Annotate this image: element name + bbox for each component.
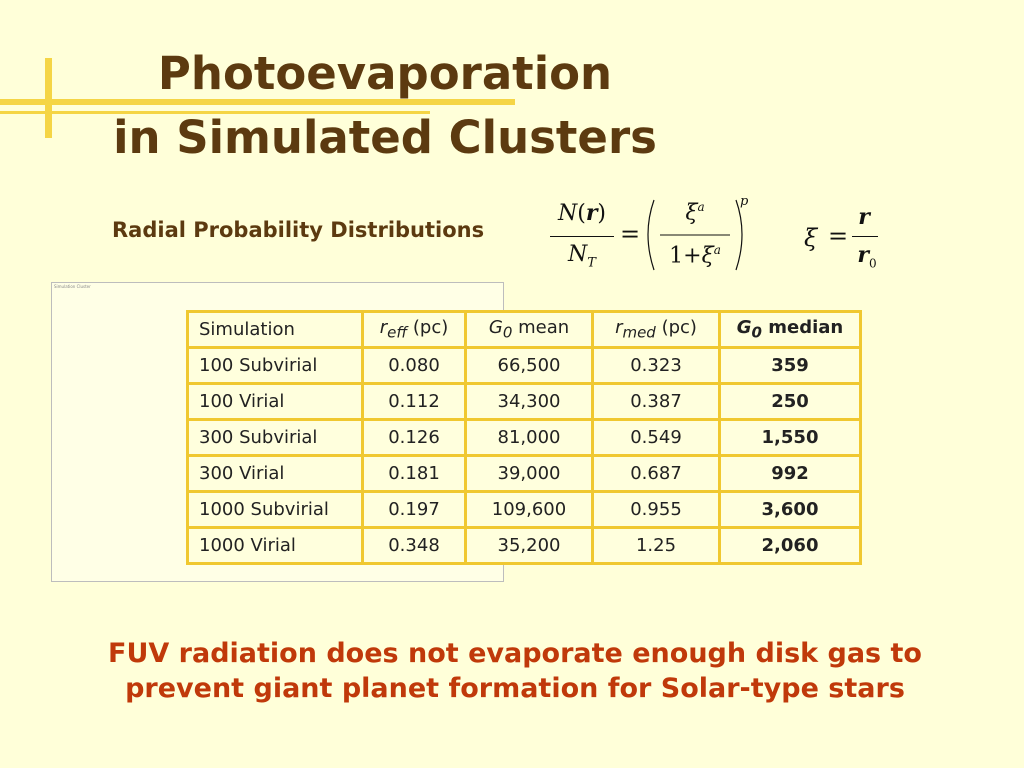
cell-r-eff: 0.112 [361,382,467,421]
cell-g0-median: 250 [718,382,862,421]
equation-lhs-denominator: NT [556,242,608,270]
cell-g0-mean: 109,600 [464,490,594,529]
table-row: 300 Subvirial 0.126 81,000 0.549 1,550 [186,418,862,457]
conclusion-text: FUV radiation does not evaporate enough … [80,636,950,706]
eq2-equals: = [828,222,849,250]
cell-r-eff: 0.080 [361,346,467,385]
header-g0-mean-sub: 0 [502,323,513,342]
table-row: 1000 Virial 0.348 35,200 1.25 2,060 [186,526,862,565]
cell-r-eff: 0.126 [361,418,467,457]
eq2-r0: r [857,242,869,268]
eq2-fraction-bar [852,236,878,237]
cell-g0-mean: 39,000 [464,454,594,493]
cell-r-eff: 0.181 [361,454,467,493]
table-row: 300 Virial 0.181 39,000 0.687 992 [186,454,862,493]
equation-equals: = [620,220,641,248]
table-header-row: Simulation reff (pc) G0 mean rmed (pc) G… [186,310,862,349]
slide-title: Photoevaporation in Simulated Clusters [0,42,770,170]
eq-n-total-sub: T [587,255,596,271]
header-g0-mean-label: mean [512,317,570,339]
header-g0-median-sub: 0 [751,323,762,342]
cell-g0-median: 359 [718,346,862,385]
eq-open-paren: ( [577,201,586,226]
cell-g0-mean: 66,500 [464,346,594,385]
cell-g0-mean: 34,300 [464,382,594,421]
title-line-2: in Simulated Clusters [113,111,657,164]
header-g0-mean: G0 mean [464,310,594,349]
eq-r: r [585,200,598,226]
eq-xi: ξ [685,200,698,226]
eq2-denominator: r0 [852,242,882,270]
header-r-med: rmed (pc) [591,310,721,349]
header-simulation: Simulation [186,310,364,349]
cell-simulation: 100 Virial [186,382,364,421]
decorative-vertical-bar [45,58,52,138]
eq-one: 1 [669,243,684,269]
cell-r-eff: 0.197 [361,490,467,529]
header-r-eff-symbol: r [379,317,388,339]
eq2-r0-sub: 0 [868,256,877,271]
cell-r-med: 0.323 [591,346,721,385]
cell-simulation: 1000 Subvirial [186,490,364,529]
eq-xi-den: ξ [701,243,714,269]
equation-parentheses [647,199,743,271]
header-r-med-symbol: r [615,317,623,339]
header-r-med-sub: med [622,323,656,342]
cell-g0-median: 992 [718,454,862,493]
cell-r-med: 0.955 [591,490,721,529]
header-g0-median-symbol: G [736,317,752,339]
equation-lhs-fraction-bar [550,236,614,237]
cell-g0-median: 1,550 [718,418,862,457]
simulation-table: Simulation reff (pc) G0 mean rmed (pc) G… [186,310,862,565]
cell-simulation: 1000 Virial [186,526,364,565]
header-r-eff: reff (pc) [361,310,467,349]
decorative-horizontal-thin-bar [0,111,430,114]
conclusion-line-2: prevent giant planet formation for Solar… [125,673,905,704]
equation-lhs-numerator: N(r) [548,200,616,226]
header-r-eff-sub: eff [387,323,408,342]
header-simulation-label: Simulation [199,319,295,340]
cell-simulation: 100 Subvirial [186,346,364,385]
table-row: 100 Subvirial 0.080 66,500 0.323 359 [186,346,862,385]
table-row: 1000 Subvirial 0.197 109,600 0.955 3,600 [186,490,862,529]
header-r-med-unit: (pc) [655,317,697,339]
equation-rhs-numerator: ξa [660,200,730,225]
eq2-xi: ξ [804,224,818,252]
cell-simulation: 300 Subvirial [186,418,364,457]
equation-power: p [740,194,749,209]
cell-g0-median: 3,600 [718,490,862,529]
slide-subtitle: Radial Probability Distributions [112,218,485,242]
eq-xi-sup: a [697,200,705,214]
title-line-1: Photoevaporation [157,47,613,100]
decorative-horizontal-bar [0,99,515,105]
equation-rhs-denominator: 1+ξa [656,243,734,268]
header-g0-median-label: median [761,317,844,339]
eq-close-paren: ) [597,201,607,226]
cell-g0-mean: 35,200 [464,526,594,565]
eq-xi-den-sup: a [713,243,721,257]
cell-r-med: 0.549 [591,418,721,457]
cell-r-eff: 0.348 [361,526,467,565]
table-row: 100 Virial 0.112 34,300 0.387 250 [186,382,862,421]
cell-simulation: 300 Virial [186,454,364,493]
eq2-numerator: r [858,204,870,230]
cell-r-med: 0.387 [591,382,721,421]
cell-r-med: 1.25 [591,526,721,565]
cell-g0-mean: 81,000 [464,418,594,457]
header-g0-mean-symbol: G [488,317,503,339]
eq-n: N [557,201,578,226]
header-r-eff-unit: (pc) [407,317,449,339]
conclusion-line-1: FUV radiation does not evaporate enough … [108,638,922,669]
header-g0-median: G0 median [718,310,862,349]
eq-n-total: N [568,242,588,267]
cell-g0-median: 2,060 [718,526,862,565]
eq-plus: + [683,243,702,269]
image-placeholder-caption: Simulation Cluster [54,284,91,289]
cell-r-med: 0.687 [591,454,721,493]
